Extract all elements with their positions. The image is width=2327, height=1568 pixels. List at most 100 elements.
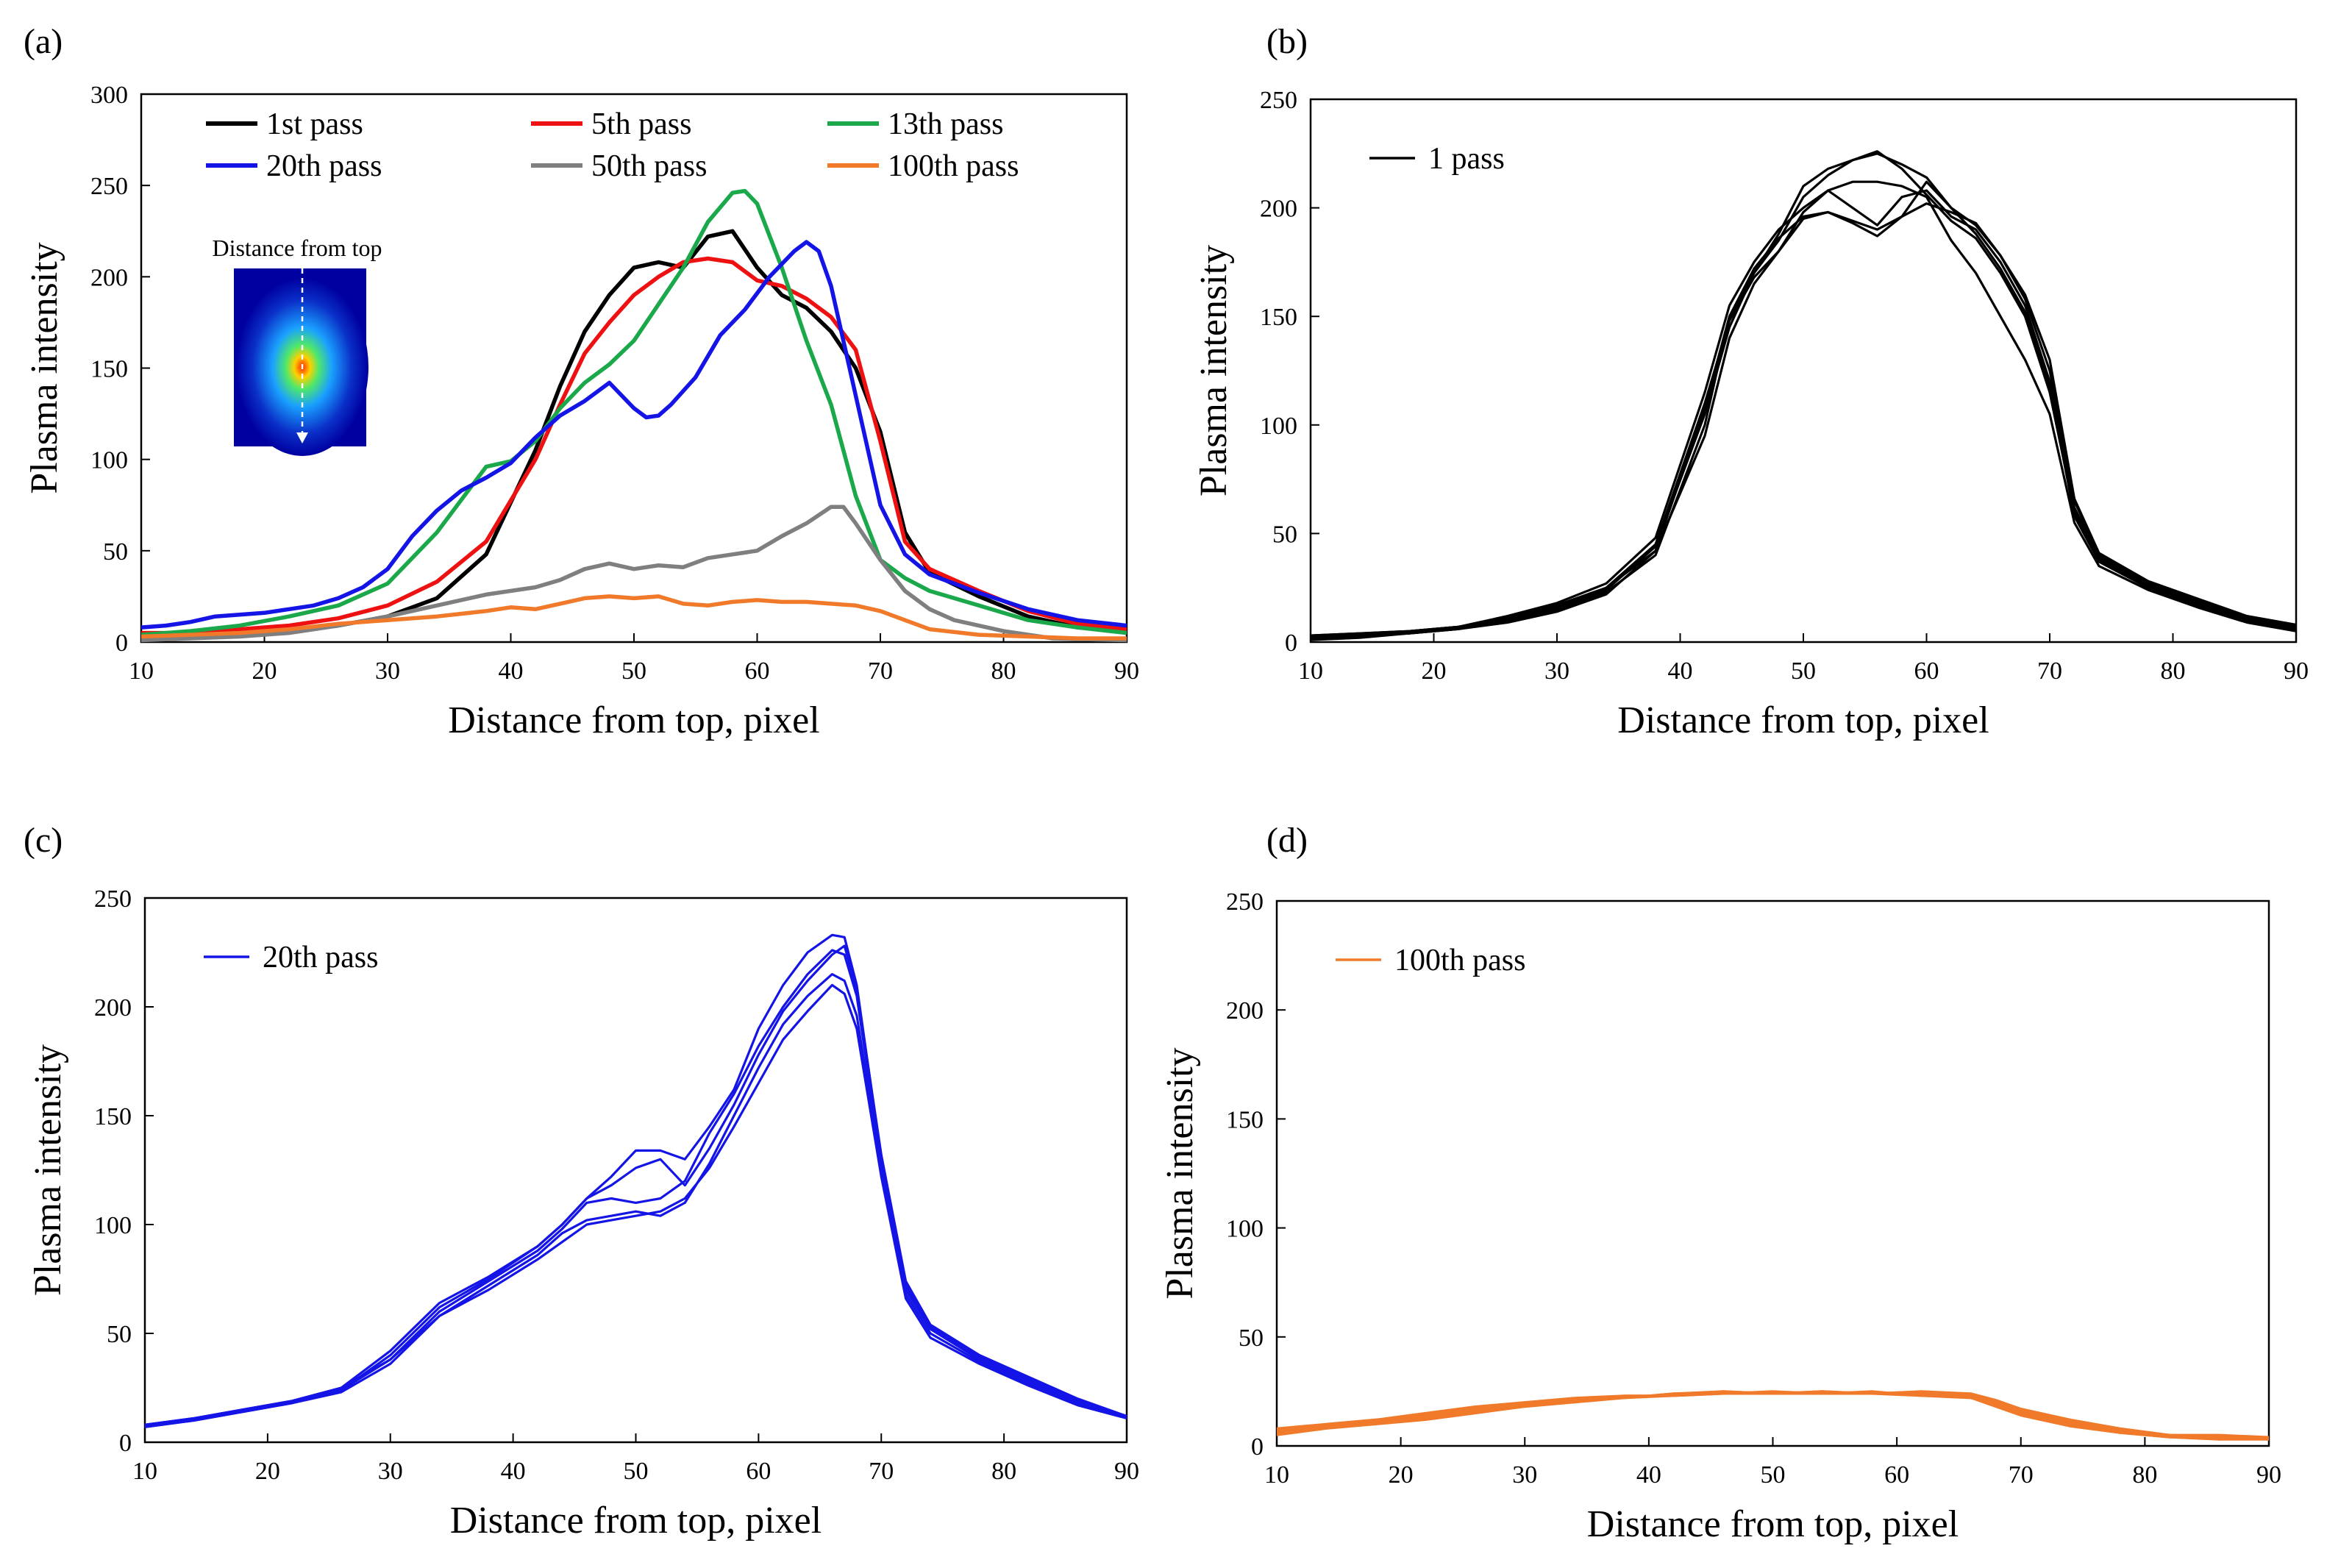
- plot-frame: [1275, 899, 2270, 1447]
- y-tick-label: 50: [103, 538, 128, 566]
- y-tick-label: 150: [1226, 1106, 1264, 1133]
- x-tick-label: 30: [1544, 658, 1569, 685]
- y-tick-label: 300: [90, 82, 128, 109]
- x-tick-label: 60: [1914, 658, 1939, 685]
- arrow-down-icon: [296, 432, 308, 443]
- x-tick-label: 80: [2132, 1461, 2157, 1489]
- x-tick-label: 30: [378, 1458, 403, 1485]
- x-tick-label: 50: [621, 658, 646, 685]
- x-tick-label: 30: [375, 658, 400, 685]
- series-line-6: [140, 594, 1127, 641]
- y-tick-label: 100: [94, 1212, 132, 1239]
- series-line-4: [1310, 189, 2297, 639]
- x-tick-label: 50: [1761, 1461, 1786, 1489]
- y-tick-label: 100: [1226, 1216, 1264, 1243]
- panel-label: (b): [1266, 22, 1308, 61]
- y-tick-label: 100: [1260, 413, 1297, 440]
- y-tick-label: 0: [115, 630, 128, 657]
- y-tick-label: 250: [90, 173, 128, 200]
- chart-panel-4: (d) 10 20 30 40 50 60 70 80 90 0 50 100 150 200 250 Dist…: [1159, 821, 2281, 1545]
- series-line-2: [1310, 180, 2297, 637]
- plot-frame: [1309, 98, 2298, 644]
- x-tick-label: 70: [2037, 658, 2062, 685]
- y-tick-label: 50: [1272, 521, 1297, 548]
- series-line-4: [144, 944, 1127, 1428]
- y-axis-title: Plasma intensity: [1159, 1047, 1201, 1299]
- x-tick-label: 20: [255, 1458, 280, 1485]
- y-tick-label: 150: [1260, 304, 1297, 331]
- legend-label: 20th pass: [263, 941, 379, 974]
- y-axis-title: Plasma intensity: [27, 1044, 69, 1296]
- x-tick-label: 40: [499, 658, 524, 685]
- x-tick-label: 10: [129, 658, 154, 685]
- x-tick-label: 50: [1791, 658, 1816, 685]
- y-tick-label: 200: [94, 994, 132, 1022]
- x-tick-label: 80: [991, 1458, 1016, 1485]
- series-line-4: [140, 240, 1127, 630]
- x-tick-label: 90: [1114, 658, 1139, 685]
- y-tick-label: 250: [94, 885, 132, 913]
- legend-label: 13th pass: [888, 107, 1004, 141]
- y-tick-label: 50: [107, 1321, 132, 1348]
- panel-label: (d): [1266, 821, 1308, 860]
- y-tick-label: 250: [1260, 87, 1297, 114]
- series-line-5: [144, 983, 1127, 1426]
- legend-label: 20th pass: [266, 149, 382, 183]
- y-axis-title: Plasma intensity: [1193, 245, 1235, 496]
- legend-label: 50th pass: [591, 149, 708, 183]
- x-tick-label: 60: [1884, 1461, 1909, 1489]
- x-tick-label: 60: [746, 1458, 771, 1485]
- y-tick-label: 0: [119, 1430, 132, 1457]
- y-tick-label: 150: [94, 1103, 132, 1130]
- x-tick-label: 20: [1422, 658, 1447, 685]
- series-line-3: [1310, 180, 2297, 641]
- series-line-1: [1310, 150, 2297, 639]
- x-tick-label: 40: [1668, 658, 1693, 685]
- x-tick-label: 70: [2009, 1461, 2034, 1489]
- series-line-3: [140, 188, 1127, 637]
- series-line-2: [141, 256, 1127, 635]
- y-tick-label: 200: [1260, 196, 1297, 223]
- x-tick-label: 80: [991, 658, 1016, 685]
- x-tick-label: 10: [1298, 658, 1323, 685]
- x-axis-title: Distance from top, pixel: [1587, 1503, 1959, 1545]
- legend-label: 1 pass: [1428, 142, 1505, 176]
- y-tick-label: 250: [1226, 888, 1264, 916]
- x-tick-label: 40: [1636, 1461, 1661, 1489]
- legend-label: 100th pass: [888, 149, 1019, 183]
- series-line-5: [1310, 152, 2297, 639]
- y-tick-label: 200: [1226, 997, 1264, 1024]
- series-line-6: [1310, 202, 2297, 637]
- series-line-1: [144, 933, 1127, 1426]
- y-tick-label: 100: [90, 447, 128, 474]
- x-tick-label: 80: [2161, 658, 2186, 685]
- series-line-5: [1276, 1390, 2270, 1441]
- y-tick-label: 0: [1251, 1433, 1264, 1461]
- x-tick-label: 10: [1264, 1461, 1289, 1489]
- x-tick-label: 10: [132, 1458, 157, 1485]
- legend-label: 1st pass: [266, 107, 363, 141]
- legend-label: 5th pass: [591, 107, 692, 141]
- chart-panel-3: (c) 10 20 30 40 50 60 70 80 90 0 50 100 150 200 250 Dist…: [24, 821, 1139, 1542]
- x-axis-title: Distance from top, pixel: [450, 1500, 822, 1542]
- x-tick-label: 50: [624, 1458, 649, 1485]
- panel-label: (c): [24, 821, 63, 860]
- x-tick-label: 20: [1389, 1461, 1414, 1489]
- inset-label: Distance from top: [212, 235, 382, 261]
- panel-label: (a): [24, 22, 63, 61]
- x-tick-label: 90: [1114, 1458, 1139, 1485]
- y-tick-label: 200: [90, 264, 128, 291]
- x-tick-label: 90: [2256, 1461, 2281, 1489]
- legend-label: 100th pass: [1394, 944, 1526, 977]
- y-tick-label: 150: [90, 356, 128, 383]
- x-tick-label: 30: [1512, 1461, 1537, 1489]
- x-tick-label: 70: [868, 658, 893, 685]
- x-axis-title: Distance from top, pixel: [448, 699, 819, 741]
- series-line-5: [140, 505, 1127, 643]
- y-tick-label: 50: [1239, 1325, 1264, 1352]
- x-tick-label: 90: [2284, 658, 2309, 685]
- x-tick-label: 20: [252, 658, 277, 685]
- x-tick-label: 70: [869, 1458, 894, 1485]
- x-tick-label: 40: [501, 1458, 526, 1485]
